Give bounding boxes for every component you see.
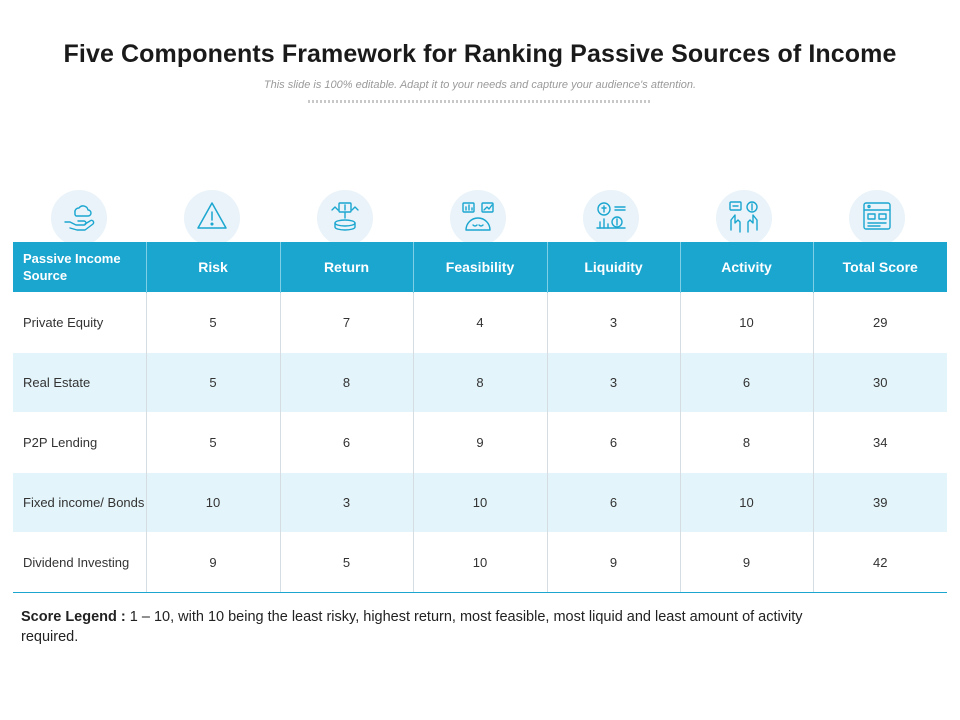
cell-activity: 8 bbox=[680, 412, 814, 473]
cell-return: 7 bbox=[280, 292, 414, 353]
cell-activity: 10 bbox=[680, 472, 814, 533]
subtitle-divider bbox=[308, 100, 652, 103]
cell-feasibility: 10 bbox=[413, 472, 548, 533]
cell-return: 6 bbox=[280, 412, 414, 473]
row-source: Fixed income/ Bonds bbox=[13, 472, 147, 533]
cell-total-score: 39 bbox=[813, 472, 947, 533]
cell-risk: 9 bbox=[146, 532, 281, 593]
cell-feasibility: 9 bbox=[413, 412, 548, 473]
cell-return: 8 bbox=[280, 352, 414, 413]
header-feasibility: Feasibility bbox=[413, 242, 548, 293]
money-return-icon bbox=[331, 202, 359, 231]
cell-total-score: 34 bbox=[813, 412, 947, 473]
cell-feasibility: 8 bbox=[413, 352, 548, 413]
feasibility-charts-icon bbox=[462, 202, 494, 231]
header-total-score: Total Score bbox=[813, 242, 947, 293]
icon-cell-activity bbox=[678, 188, 811, 246]
table-row: Private Equity 5 7 4 3 10 29 bbox=[13, 292, 947, 353]
header-liquidity: Liquidity bbox=[547, 242, 681, 293]
cell-liquidity: 3 bbox=[547, 352, 681, 413]
cell-activity: 10 bbox=[680, 292, 814, 353]
table-row: Real Estate 5 8 8 3 6 30 bbox=[13, 352, 947, 413]
table-row: Fixed income/ Bonds 10 3 10 6 10 39 bbox=[13, 472, 947, 533]
ranking-table: Passive Income Source Risk Return Feasib… bbox=[13, 242, 947, 593]
icon-cell-total bbox=[811, 188, 944, 246]
table-row: P2P Lending 5 6 9 6 8 34 bbox=[13, 412, 947, 473]
row-source: Real Estate bbox=[13, 352, 147, 413]
row-source: Private Equity bbox=[13, 292, 147, 353]
cloud-hand-icon bbox=[64, 205, 95, 231]
table-row: Dividend Investing 9 5 10 9 9 42 bbox=[13, 532, 947, 593]
activity-hands-icon bbox=[729, 201, 758, 233]
cell-return: 3 bbox=[280, 472, 414, 533]
cell-risk: 5 bbox=[146, 352, 281, 413]
icon-cell-feasibility bbox=[412, 188, 545, 246]
total-score-board-icon bbox=[863, 202, 891, 230]
cell-liquidity: 9 bbox=[547, 532, 681, 593]
header-activity: Activity bbox=[680, 242, 814, 293]
cell-total-score: 29 bbox=[813, 292, 947, 353]
liquidity-coins-icon bbox=[596, 202, 626, 229]
cell-risk: 5 bbox=[146, 292, 281, 353]
cell-liquidity: 6 bbox=[547, 472, 681, 533]
cell-return: 5 bbox=[280, 532, 414, 593]
cell-feasibility: 4 bbox=[413, 292, 548, 353]
cell-risk: 10 bbox=[146, 472, 281, 533]
cell-activity: 6 bbox=[680, 352, 814, 413]
row-source: P2P Lending bbox=[13, 412, 147, 473]
icon-cell-source bbox=[13, 188, 146, 246]
cell-activity: 9 bbox=[680, 532, 814, 593]
header-return: Return bbox=[280, 242, 414, 293]
icon-cell-return bbox=[279, 188, 412, 246]
warning-triangle-icon bbox=[197, 202, 227, 229]
cell-risk: 5 bbox=[146, 412, 281, 473]
score-legend-text: 1 – 10, with 10 being the least risky, h… bbox=[21, 609, 803, 645]
cell-total-score: 30 bbox=[813, 352, 947, 413]
row-source: Dividend Investing bbox=[13, 532, 147, 593]
icon-cell-liquidity bbox=[545, 188, 678, 246]
header-risk: Risk bbox=[146, 242, 281, 293]
cell-liquidity: 3 bbox=[547, 292, 681, 353]
cell-total-score: 42 bbox=[813, 532, 947, 593]
cell-liquidity: 6 bbox=[547, 412, 681, 473]
page-title: Five Components Framework for Ranking Pa… bbox=[63, 40, 897, 68]
table-header-row: Passive Income Source Risk Return Feasib… bbox=[13, 242, 947, 293]
header-passive-income-source: Passive Income Source bbox=[13, 242, 147, 293]
score-legend: Score Legend : 1 – 10, with 10 being the… bbox=[21, 607, 821, 647]
page-subtitle: This slide is 100% editable. Adapt it to… bbox=[263, 79, 697, 91]
icon-row bbox=[13, 188, 947, 246]
cell-feasibility: 10 bbox=[413, 532, 548, 593]
icon-cell-risk bbox=[146, 188, 279, 246]
score-legend-label: Score Legend : bbox=[21, 609, 126, 625]
